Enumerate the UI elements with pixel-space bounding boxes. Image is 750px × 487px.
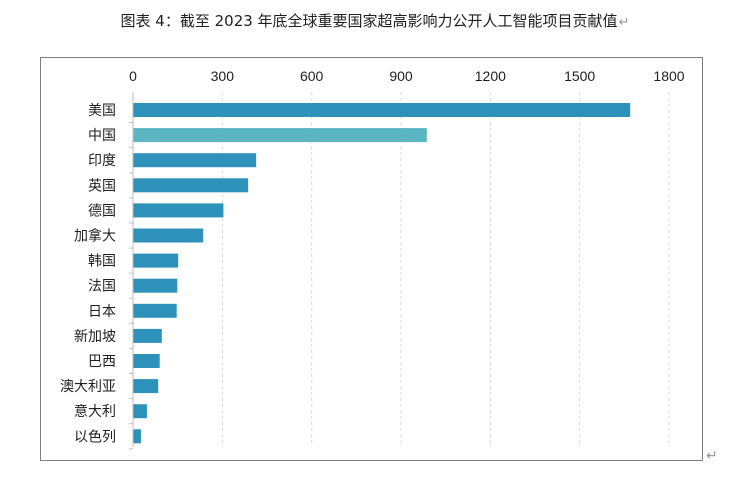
bar-13 [133,404,147,419]
category-label-5: 德国 [88,203,116,219]
category-label-2: 中国 [88,128,116,144]
bar-4 [133,178,249,193]
x-tick-label-900: 900 [389,68,413,84]
category-label-7: 韩国 [88,254,116,270]
bar-7 [133,253,179,268]
x-tick-label-1800: 1800 [653,68,684,84]
bar-1 [133,103,631,117]
category-label-11: 巴西 [88,354,116,370]
bar-8 [133,278,178,293]
bar-12 [133,379,159,394]
category-label-8: 法国 [88,279,116,295]
bar-3 [133,153,257,168]
bar-10 [133,328,162,343]
bar-6 [133,228,204,243]
bar-5 [133,203,224,218]
title-return-mark: ↵ [618,15,630,30]
chart-title-text: 图表 4：截至 2023 年底全球重要国家超高影响力公开人工智能项目贡献值 [120,12,618,30]
category-label-14: 以色列 [74,428,116,445]
category-label-9: 日本 [88,304,116,320]
bar-9 [133,303,177,318]
category-label-10: 新加坡 [74,329,116,345]
paragraph-return-mark: ↵ [706,448,718,464]
x-tick-label-300: 300 [211,68,235,84]
chart-title: 图表 4：截至 2023 年底全球重要国家超高影响力公开人工智能项目贡献值↵ [0,10,750,34]
x-tick-label-1200: 1200 [475,68,506,84]
category-label-12: 澳大利亚 [60,379,116,395]
x-tick-label-600: 600 [300,68,324,84]
bar-14 [133,429,141,444]
bar-2 [133,128,427,143]
x-tick-label-0: 0 [129,68,137,84]
category-label-3: 印度 [88,153,116,169]
bar-11 [133,354,160,368]
category-label-4: 英国 [88,177,116,194]
x-tick-label-1500: 1500 [564,68,595,84]
category-label-1: 美国 [88,103,116,119]
category-label-13: 意大利 [74,403,116,420]
category-label-6: 加拿大 [74,228,116,245]
